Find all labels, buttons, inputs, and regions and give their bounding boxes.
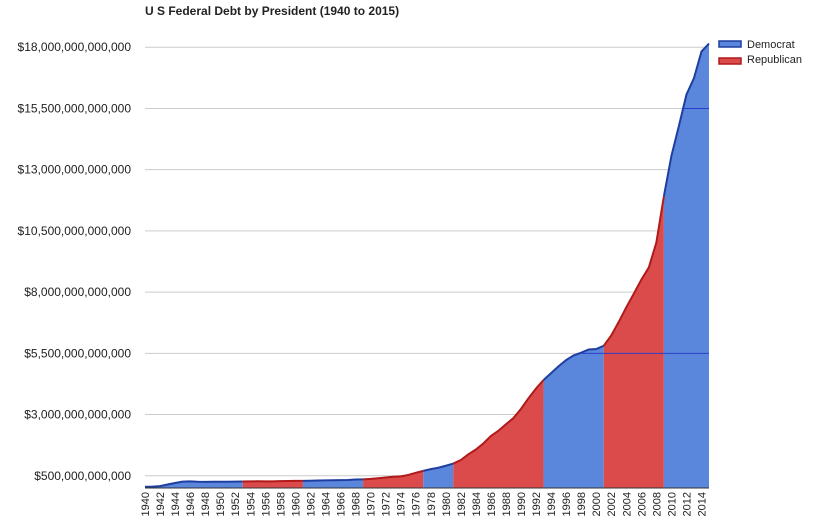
x-tick-label: 2010 bbox=[666, 492, 678, 516]
x-tick-label: 1972 bbox=[381, 492, 393, 516]
x-tick-label: 1956 bbox=[260, 492, 272, 516]
x-tick-label: 1970 bbox=[366, 492, 378, 516]
y-tick-label: $18,000,000,000,000 bbox=[18, 40, 132, 54]
x-tick-label: 1954 bbox=[245, 492, 257, 516]
x-tick-label: 2000 bbox=[591, 492, 603, 516]
x-tick-label: 1962 bbox=[305, 492, 317, 516]
x-tick-label: 1974 bbox=[396, 492, 408, 516]
x-tick-label: 1994 bbox=[546, 492, 558, 516]
x-tick-label: 2014 bbox=[696, 492, 708, 516]
x-tick-label: 1950 bbox=[215, 492, 227, 516]
area-democrat-1993 bbox=[543, 345, 604, 488]
y-axis-ticks: $500,000,000,000 $3,000,000,000,000 $5,500… bbox=[18, 40, 132, 483]
x-axis-ticks: 1940 1942 1944 1946 1948 1950 1952 1954 1956 1958… bbox=[140, 492, 708, 516]
x-tick-label: 1960 bbox=[290, 492, 302, 516]
area-republican-1981 bbox=[453, 379, 544, 488]
highlight-gridlines bbox=[579, 107, 709, 354]
x-tick-label: 1946 bbox=[185, 492, 197, 516]
x-tick-label: 1958 bbox=[275, 492, 287, 516]
legend-label-democrat: Democrat bbox=[747, 39, 795, 51]
x-tick-label: 1976 bbox=[411, 492, 423, 516]
x-tick-label: 1964 bbox=[320, 492, 332, 516]
legend-swatch-democrat bbox=[718, 40, 742, 48]
x-tick-label: 1988 bbox=[501, 492, 513, 516]
x-tick-label: 1966 bbox=[336, 492, 348, 516]
y-tick-label: $8,000,000,000,000 bbox=[24, 285, 131, 299]
x-tick-label: 1982 bbox=[456, 492, 468, 516]
line-republican-1969 bbox=[363, 469, 424, 481]
area-republican-1953 bbox=[242, 480, 303, 488]
area-democrat-2009 bbox=[663, 43, 709, 489]
x-tick-label: 2006 bbox=[636, 492, 648, 516]
line-democrat-1993 bbox=[542, 344, 605, 381]
line-republican-2001 bbox=[602, 196, 665, 347]
x-tick-label: 1990 bbox=[516, 492, 528, 516]
gridlines bbox=[145, 46, 709, 477]
y-tick-label: $3,000,000,000,000 bbox=[24, 408, 131, 422]
line-republican-1953 bbox=[242, 479, 303, 483]
x-tick-label: 1992 bbox=[531, 492, 543, 516]
x-tick-label: 2004 bbox=[621, 492, 633, 516]
line-democrat-2009 bbox=[662, 42, 710, 197]
y-tick-label: $15,500,000,000,000 bbox=[18, 101, 132, 115]
legend-swatch-republican bbox=[718, 57, 742, 65]
x-tick-label: 1944 bbox=[170, 492, 182, 516]
y-tick-label: $13,000,000,000,000 bbox=[18, 163, 132, 177]
line-democrat-1961 bbox=[302, 478, 364, 482]
x-tick-label: 1942 bbox=[155, 492, 167, 516]
y-tick-label: $500,000,000,000 bbox=[34, 469, 131, 483]
line-democrat-1940 bbox=[144, 480, 243, 488]
legend-label-republican: Republican bbox=[747, 54, 802, 66]
area-republican-2001 bbox=[603, 196, 664, 488]
x-tick-label: 2002 bbox=[606, 492, 618, 516]
debt-lines bbox=[144, 42, 710, 488]
x-tick-label: 1984 bbox=[471, 492, 483, 516]
area-democrat-1940 bbox=[145, 481, 243, 488]
line-republican-1981 bbox=[452, 379, 545, 465]
y-tick-label: $5,500,000,000,000 bbox=[24, 346, 131, 360]
y-tick-label: $10,500,000,000,000 bbox=[18, 224, 132, 238]
x-tick-label: 1998 bbox=[576, 492, 588, 516]
x-tick-label: 1980 bbox=[441, 492, 453, 516]
x-tick-label: 2008 bbox=[651, 492, 663, 516]
x-tick-label: 1968 bbox=[351, 492, 363, 516]
chart-title: U S Federal Debt by President (1940 to 2… bbox=[145, 4, 399, 18]
line-democrat-1977 bbox=[423, 462, 454, 472]
x-tick-label: 1940 bbox=[140, 492, 152, 516]
x-tick-label: 1948 bbox=[200, 492, 212, 516]
legend: Democrat Republican bbox=[718, 39, 802, 66]
x-tick-label: 1986 bbox=[486, 492, 498, 516]
x-tick-label: 1996 bbox=[561, 492, 573, 516]
x-tick-label: 2012 bbox=[681, 492, 693, 516]
x-tick-label: 1952 bbox=[230, 492, 242, 516]
area-fills bbox=[145, 43, 709, 489]
x-tick-label: 1978 bbox=[426, 492, 438, 516]
